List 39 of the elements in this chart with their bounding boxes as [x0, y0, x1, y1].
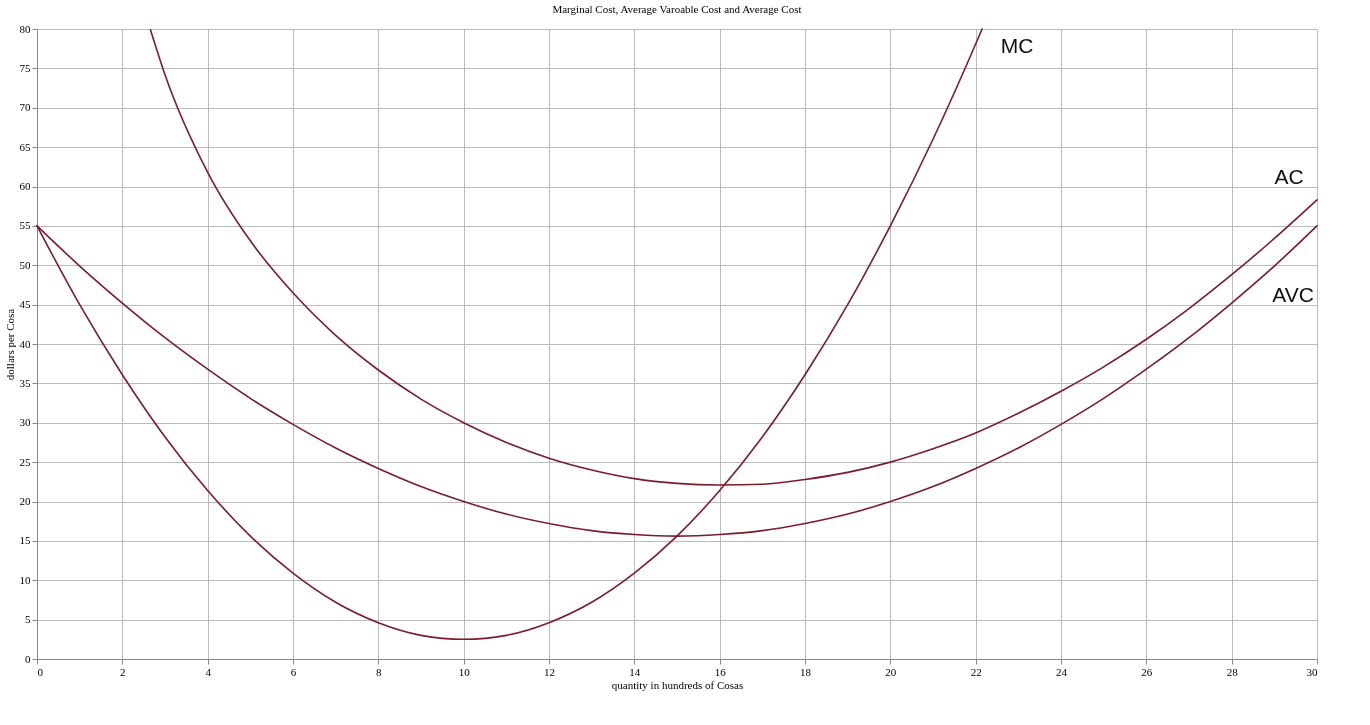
y-tick-label: 55	[19, 219, 31, 232]
series-label: MC	[1000, 34, 1034, 57]
series-label: AC	[1274, 164, 1304, 188]
x-tick-label: 18	[800, 665, 812, 678]
x-tick-label: 20	[885, 665, 897, 678]
y-tick-label: 70	[19, 101, 31, 114]
x-tick-label: 12	[544, 665, 555, 678]
x-tick-label: 2	[120, 665, 126, 678]
x-tick-label: 10	[458, 665, 471, 678]
y-tick-label: 10	[19, 573, 31, 586]
y-tick-label: 35	[19, 376, 31, 389]
y-tick-label: 45	[19, 298, 31, 311]
x-tick-label: 28	[1226, 665, 1239, 678]
chart-title: Marginal Cost, Average Varoable Cost and Average Cost	[552, 3, 802, 15]
x-tick-label: 14	[629, 665, 641, 678]
x-tick-label: 8	[376, 665, 383, 678]
y-tick-label: 75	[19, 61, 31, 74]
y-tick-label: 20	[19, 495, 31, 507]
y-tick-label: 50	[19, 258, 31, 271]
x-tick-label: 26	[1141, 665, 1153, 678]
x-tick-label: 0	[37, 665, 44, 678]
y-tick-label: 25	[19, 455, 31, 468]
x-tick-label: 24	[1056, 665, 1068, 678]
y-tick-label: 65	[19, 140, 31, 153]
y-tick-label: 0	[25, 652, 31, 665]
y-tick-label: 80	[19, 22, 31, 35]
y-tick-label: 40	[19, 337, 31, 350]
y-tick-label: 5	[25, 613, 31, 626]
x-tick-label: 16	[714, 665, 727, 678]
x-tick-label: 22	[970, 665, 982, 678]
y-tick-label: 60	[19, 180, 31, 192]
x-tick-label: 4	[205, 665, 212, 678]
series-label: AVC	[1272, 282, 1314, 306]
y-tick-label: 15	[19, 534, 31, 547]
x-tick-label: 30	[1306, 665, 1318, 678]
y-tick-label: 30	[19, 416, 31, 429]
y-axis-title: dollars per Cosa	[3, 308, 16, 381]
x-axis-title: quantity in hundreds of Cosas	[611, 678, 744, 691]
x-tick-label: 6	[290, 665, 297, 678]
